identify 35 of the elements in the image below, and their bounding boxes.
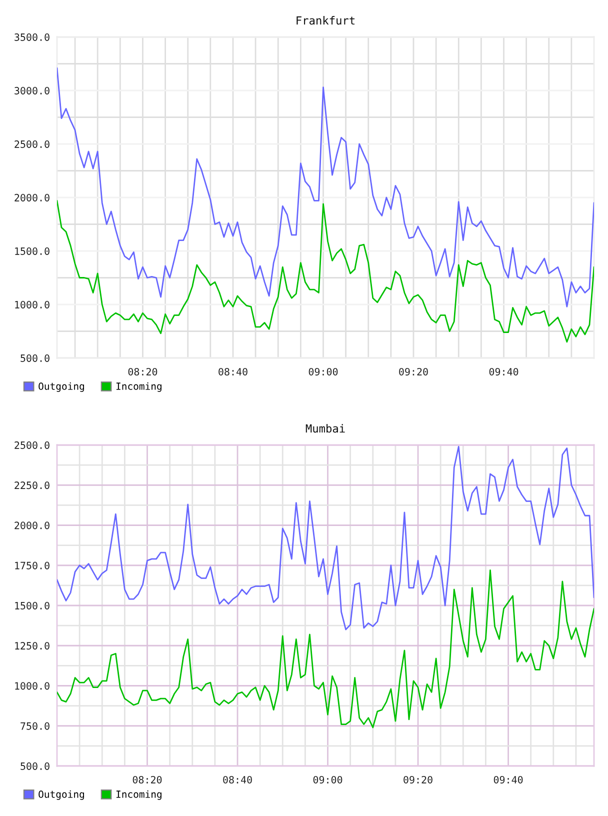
x-tick-label: 08:40 bbox=[223, 776, 252, 784]
x-tick-label: 09:20 bbox=[399, 368, 428, 376]
x-tick-label: 09:40 bbox=[489, 368, 518, 376]
line-series bbox=[57, 200, 594, 343]
y-tick-label: 500.0 bbox=[20, 762, 50, 770]
y-tick-label: 3500.0 bbox=[14, 33, 50, 41]
y-tick-label: 1000.0 bbox=[15, 300, 50, 308]
line-series bbox=[57, 569, 594, 728]
y-tick-label: 2500.0 bbox=[14, 441, 50, 449]
y-tick-label: 1500.0 bbox=[15, 247, 50, 255]
y-tick-label: 2000.0 bbox=[14, 522, 50, 530]
legend-label: Incoming bbox=[116, 382, 162, 392]
y-tick-label: 2000.0 bbox=[14, 194, 50, 202]
x-tick-label: 09:40 bbox=[494, 776, 523, 784]
x-tick-label: 08:20 bbox=[128, 368, 158, 376]
chart-title: Mumbai bbox=[306, 424, 345, 433]
y-tick-label: 1500.0 bbox=[15, 602, 50, 610]
y-tick-label: 750.0 bbox=[20, 722, 50, 730]
y-tick-label: 2500.0 bbox=[14, 140, 50, 148]
x-tick-label: 09:00 bbox=[313, 776, 342, 784]
chart-title: Frankfurt bbox=[296, 16, 355, 25]
y-tick-label: 500.0 bbox=[20, 354, 50, 362]
y-tick-label: 3000.0 bbox=[14, 86, 50, 94]
y-tick-label: 1250.0 bbox=[15, 642, 50, 650]
legend-label: Outgoing bbox=[38, 382, 84, 392]
y-tick-label: 1000.0 bbox=[15, 682, 50, 690]
x-tick-label: 08:40 bbox=[218, 368, 248, 376]
legend-label: Incoming bbox=[116, 790, 162, 800]
x-tick-label: 09:00 bbox=[308, 368, 338, 376]
x-tick-label: 08:20 bbox=[132, 776, 162, 784]
legend-label: Outgoing bbox=[38, 790, 84, 800]
line-series bbox=[57, 67, 594, 308]
x-tick-label: 09:20 bbox=[404, 776, 432, 784]
y-tick-label: 2250.0 bbox=[14, 482, 50, 490]
y-tick-label: 1750.0 bbox=[15, 562, 50, 570]
